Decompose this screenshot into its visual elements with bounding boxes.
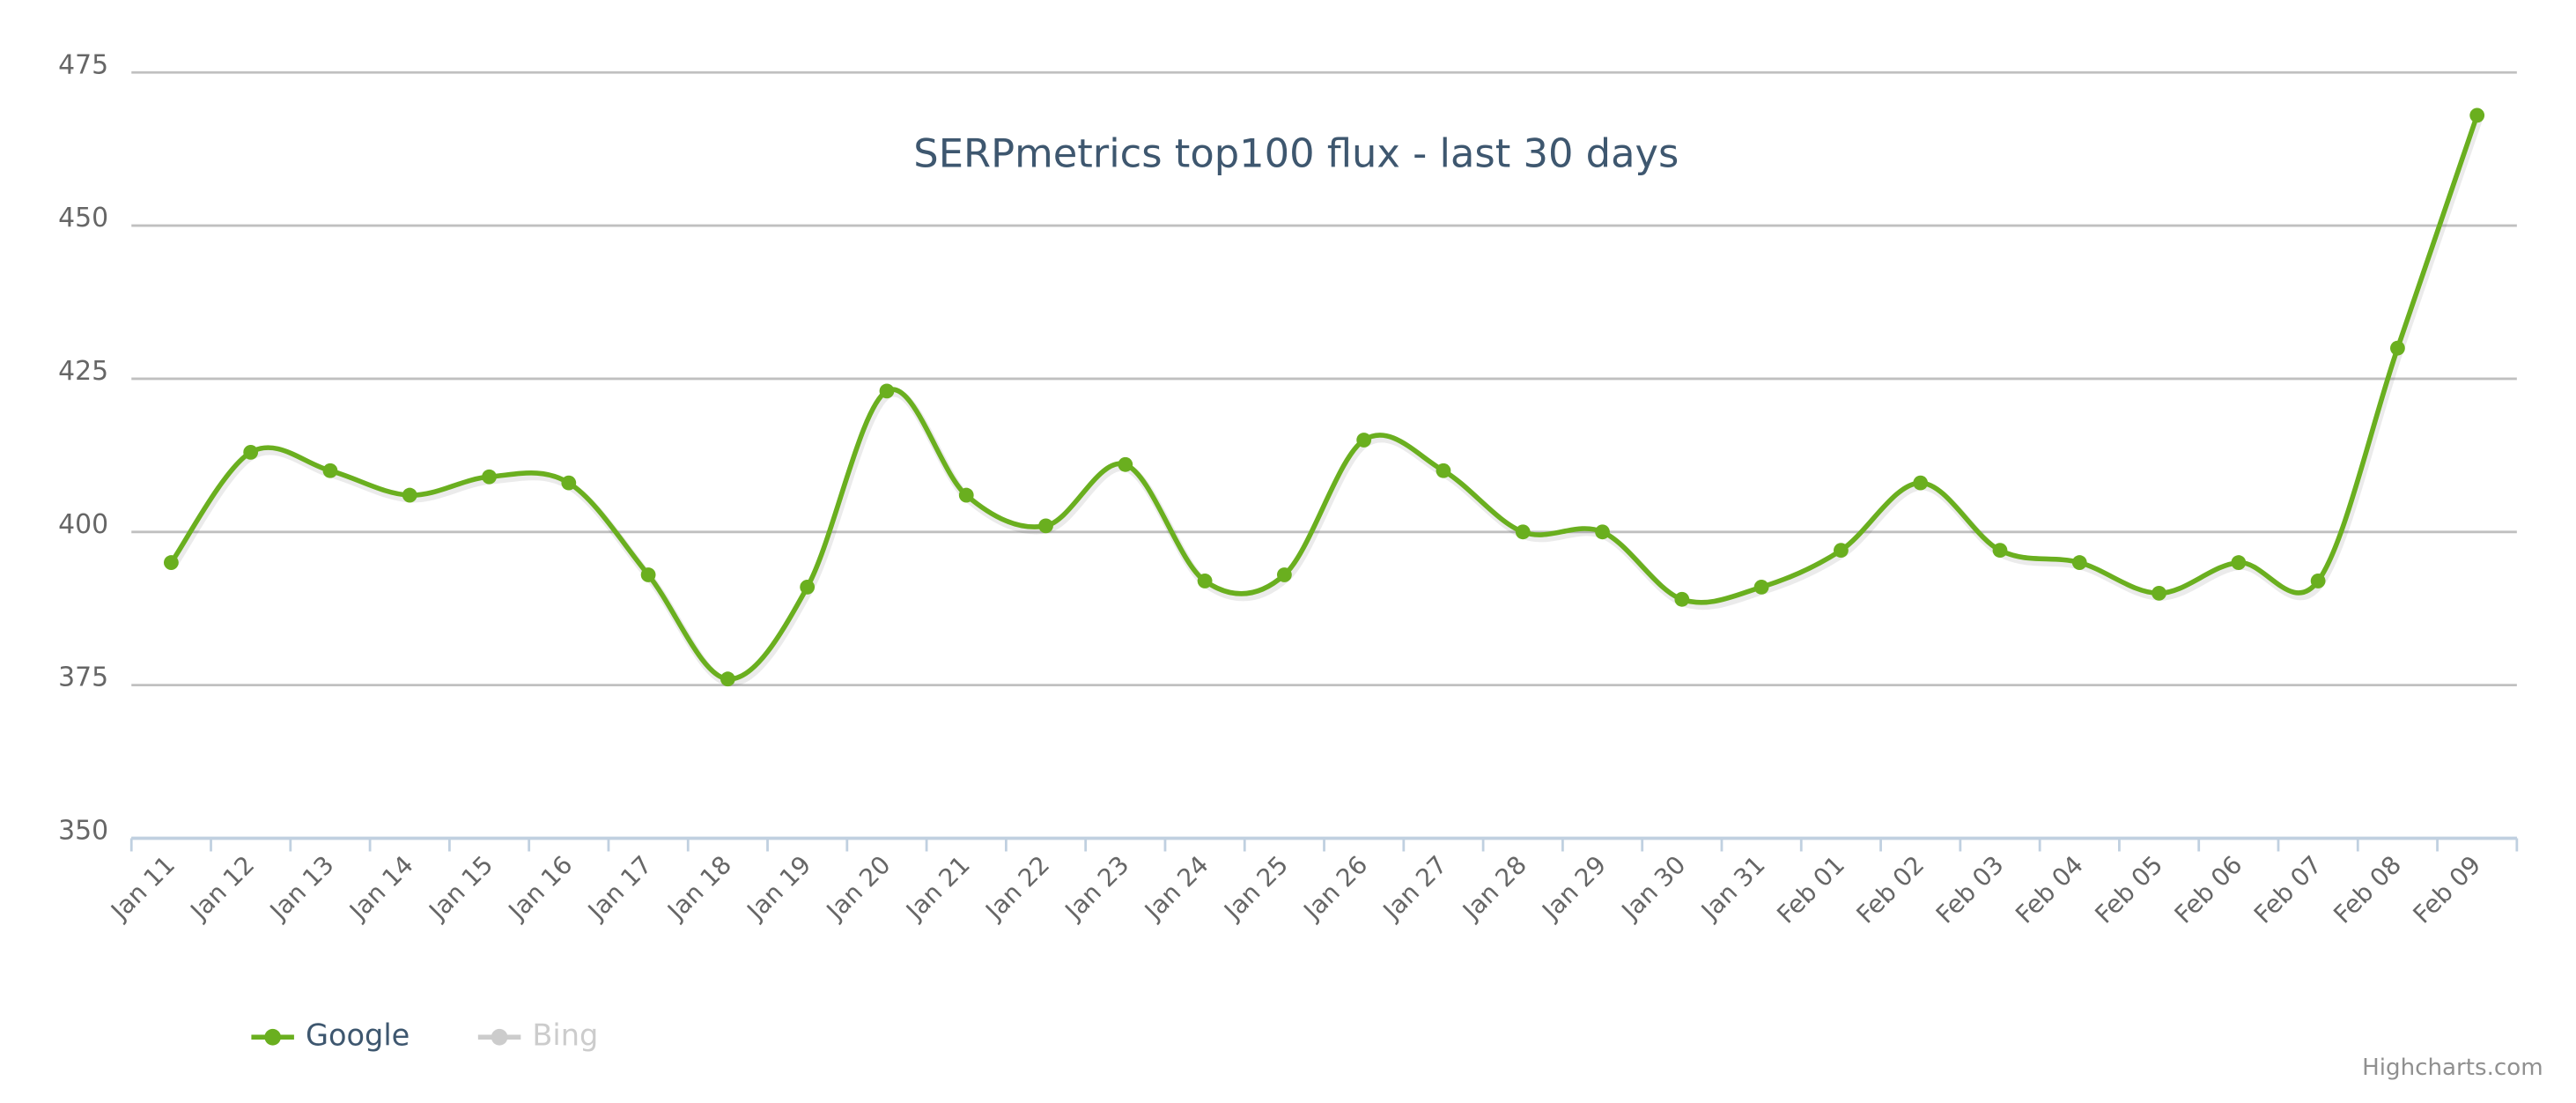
point[interactable]: [1913, 475, 1929, 491]
point[interactable]: [1515, 524, 1531, 540]
point[interactable]: [800, 579, 816, 595]
point[interactable]: [243, 445, 259, 460]
y-tick-label: 375: [58, 663, 108, 693]
chart-title: SERPmetrics top100 flux - last 30 days: [913, 130, 1679, 176]
point[interactable]: [1674, 591, 1690, 607]
point[interactable]: [402, 487, 417, 503]
point[interactable]: [2152, 585, 2166, 601]
credits[interactable]: Highcharts.com: [2362, 1055, 2543, 1081]
point[interactable]: [1992, 543, 2008, 559]
y-tick-label: 350: [58, 816, 108, 847]
point[interactable]: [322, 463, 338, 478]
legend-item[interactable]: Bing: [532, 1018, 598, 1053]
point[interactable]: [879, 383, 895, 399]
y-tick-label: 450: [58, 203, 108, 233]
point[interactable]: [1038, 518, 1053, 534]
point[interactable]: [1197, 574, 1213, 589]
point[interactable]: [1277, 567, 1292, 582]
point[interactable]: [2469, 107, 2485, 123]
point[interactable]: [163, 555, 179, 570]
point[interactable]: [958, 487, 974, 503]
y-tick-label: 475: [58, 49, 108, 80]
point[interactable]: [1834, 543, 1849, 559]
point[interactable]: [720, 671, 735, 687]
point[interactable]: [2390, 340, 2405, 356]
legend-symbol-point: [491, 1028, 508, 1046]
point[interactable]: [640, 567, 656, 582]
point[interactable]: [2310, 574, 2326, 589]
y-tick-label: 425: [58, 356, 108, 387]
point[interactable]: [561, 475, 577, 491]
y-tick-label: 400: [58, 509, 108, 540]
point[interactable]: [1595, 524, 1610, 540]
legend-symbol-point: [264, 1028, 281, 1046]
point[interactable]: [482, 469, 497, 485]
point[interactable]: [1753, 579, 1769, 595]
legend-item[interactable]: Google: [306, 1018, 410, 1053]
point[interactable]: [2231, 555, 2247, 570]
point[interactable]: [1118, 456, 1133, 472]
line: [169, 115, 2480, 682]
point[interactable]: [2071, 555, 2087, 570]
point[interactable]: [1436, 463, 1451, 478]
point[interactable]: [1356, 433, 1372, 448]
